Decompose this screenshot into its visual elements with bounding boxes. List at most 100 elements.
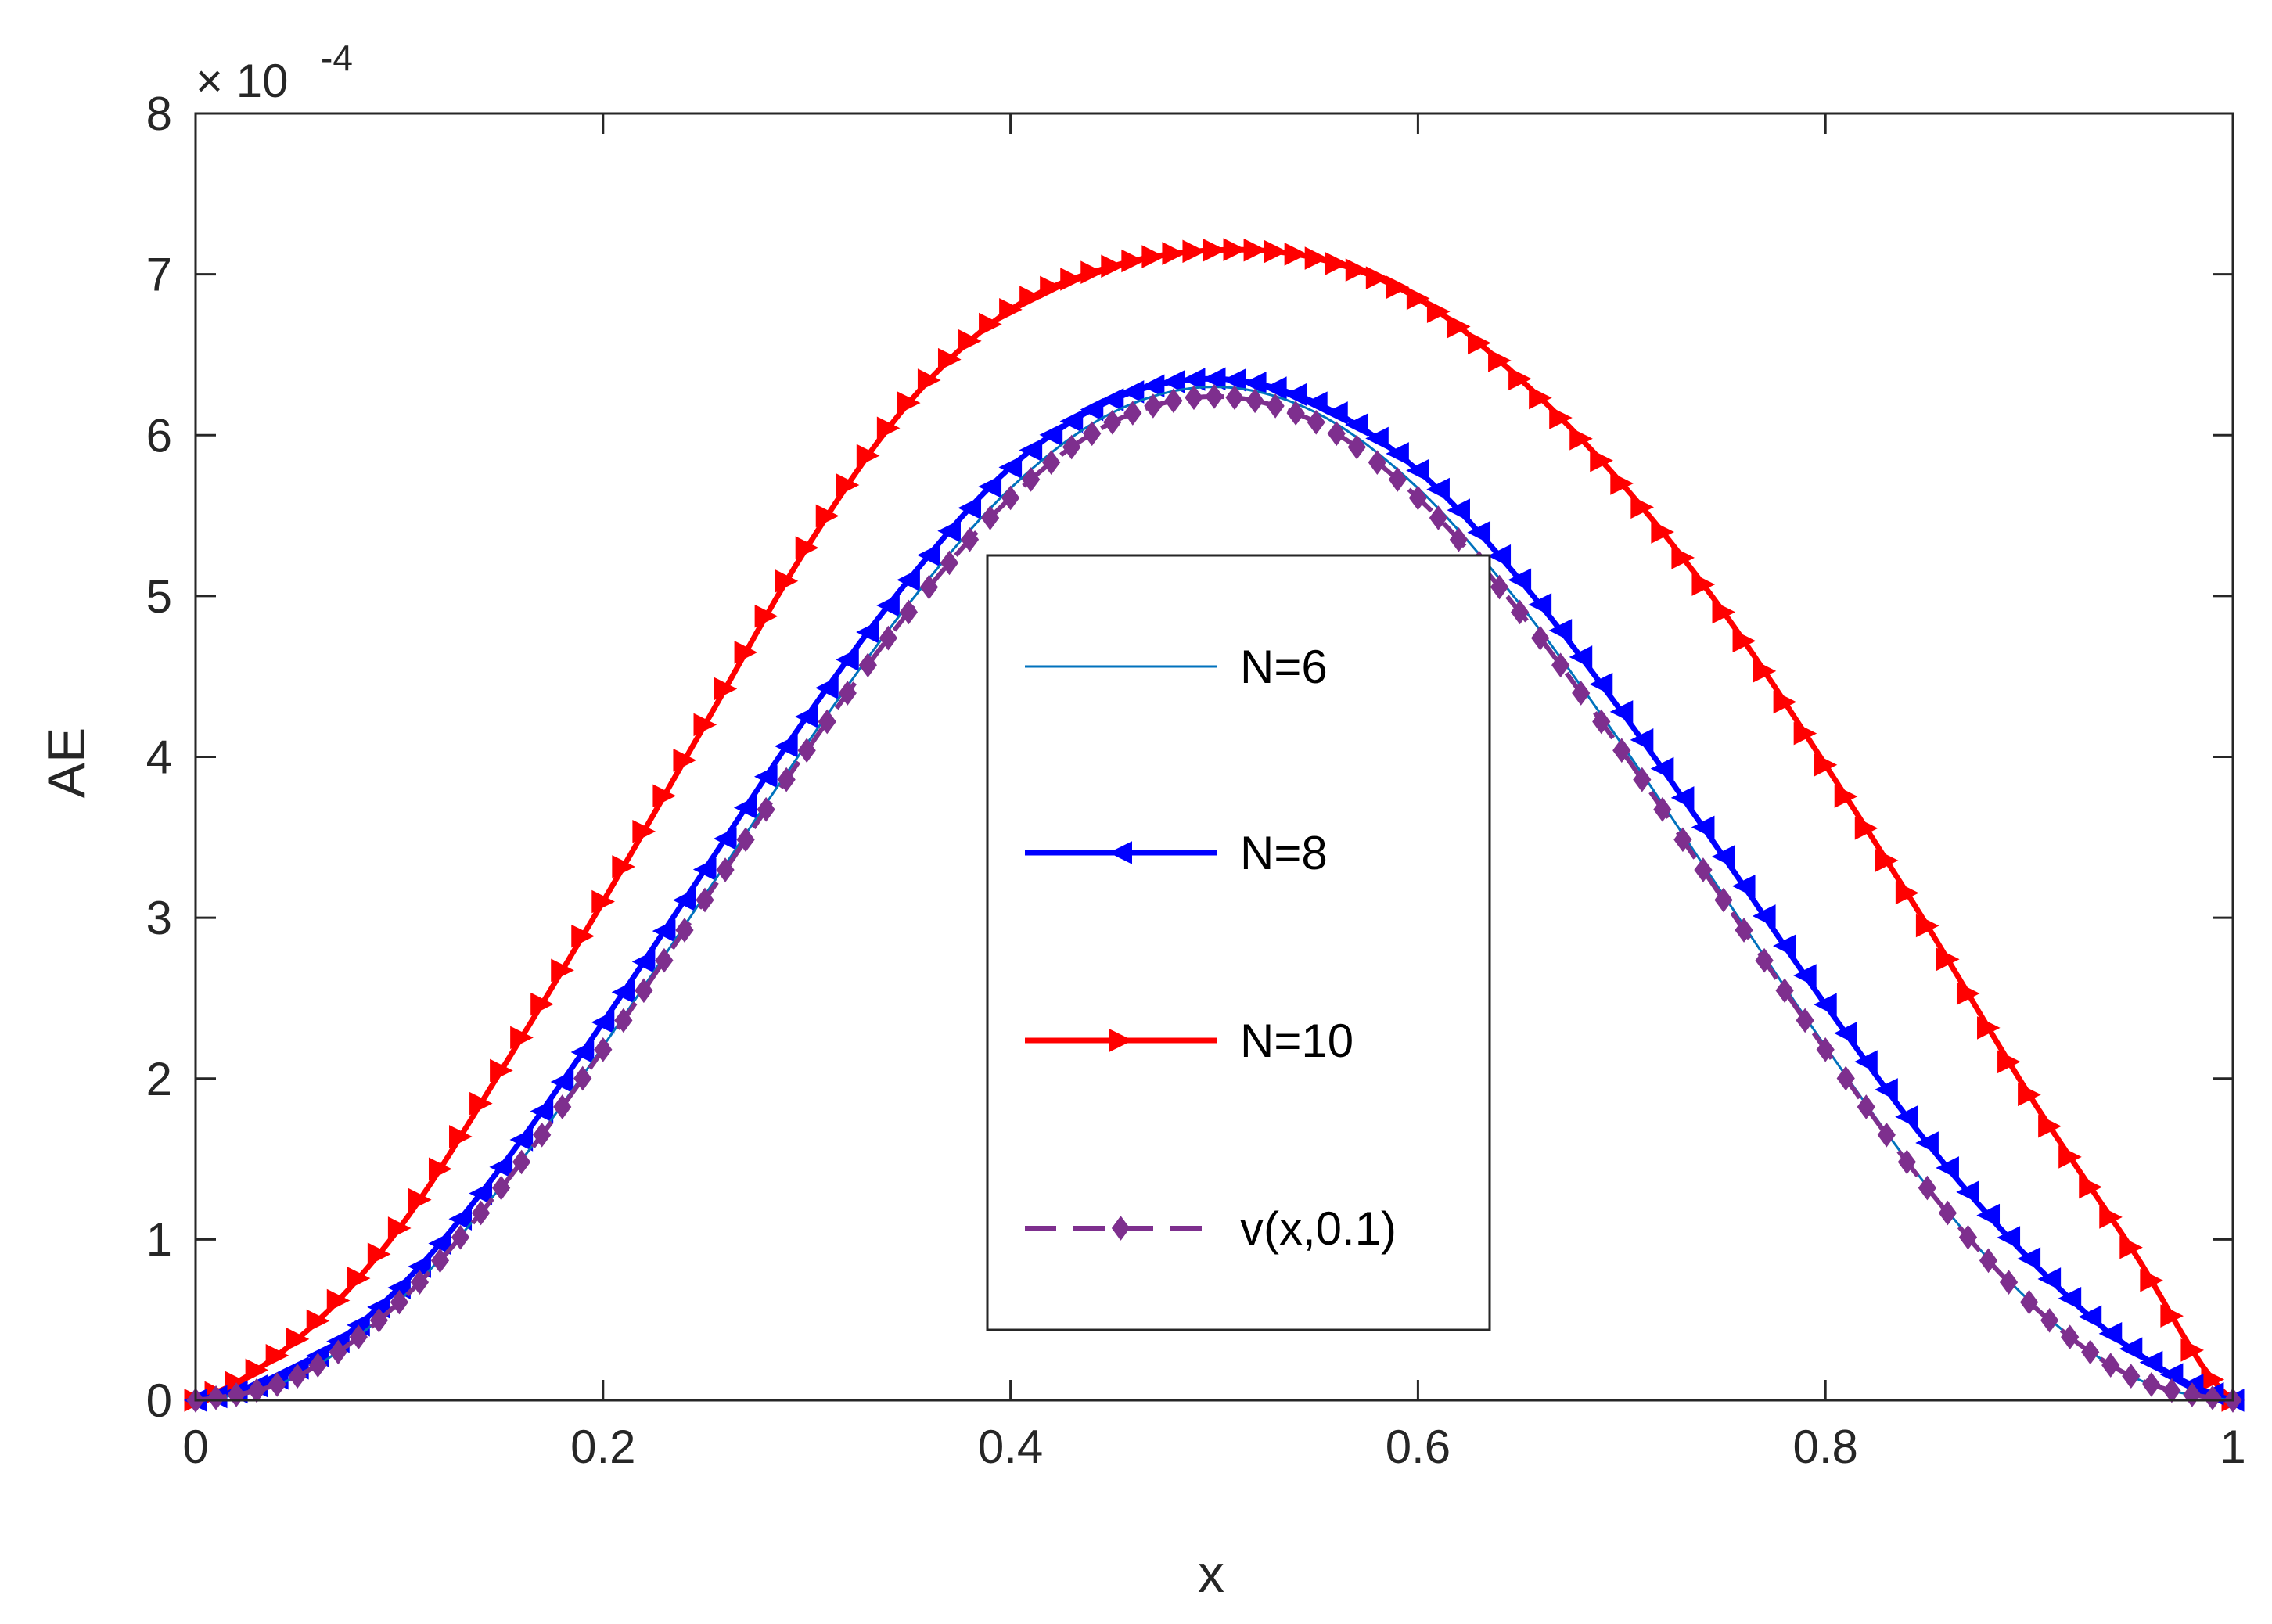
marker-diamond bbox=[1551, 652, 1570, 678]
marker-triangle-left bbox=[937, 519, 961, 543]
marker-diamond bbox=[716, 857, 735, 882]
marker-triangle-left bbox=[1120, 380, 1145, 404]
marker-diamond bbox=[451, 1224, 470, 1250]
series-n-10 bbox=[184, 238, 2245, 1412]
marker-diamond bbox=[594, 1037, 613, 1062]
legend-entry: N=6 bbox=[1025, 641, 1328, 693]
marker-triangle-left bbox=[1528, 593, 1552, 616]
y-tick-label: 5 bbox=[146, 570, 172, 623]
marker-triangle-left bbox=[1569, 645, 1593, 669]
marker-triangle-left bbox=[733, 796, 757, 820]
marker-triangle-left bbox=[1630, 728, 1654, 752]
marker-diamond bbox=[818, 709, 836, 735]
marker-triangle-right bbox=[490, 1058, 513, 1083]
marker-diamond bbox=[410, 1270, 430, 1295]
marker-diamond bbox=[1164, 388, 1183, 414]
marker-triangle-right bbox=[1060, 268, 1084, 291]
marker-triangle-left bbox=[1365, 426, 1389, 451]
marker-triangle-left bbox=[1609, 700, 1634, 724]
marker-triangle-left bbox=[1752, 904, 1776, 928]
marker-diamond bbox=[288, 1364, 307, 1389]
marker-diamond bbox=[675, 918, 694, 943]
marker-triangle-right bbox=[1304, 246, 1328, 270]
marker-triangle-right bbox=[2160, 1304, 2184, 1328]
marker-triangle-right bbox=[1590, 448, 1613, 472]
marker-triangle-left bbox=[1711, 845, 1735, 868]
marker-triangle-right bbox=[1223, 238, 1247, 262]
marker-triangle-left bbox=[1304, 391, 1328, 415]
marker-triangle-right bbox=[591, 889, 615, 914]
marker-triangle-left bbox=[917, 543, 940, 567]
marker-diamond bbox=[573, 1065, 592, 1091]
marker-diamond bbox=[2081, 1339, 2100, 1365]
y-axis-scale-exponent: -4 bbox=[321, 38, 353, 78]
y-tick-label: 8 bbox=[146, 88, 172, 140]
legend-box bbox=[986, 554, 1491, 1331]
marker-triangle-right bbox=[937, 347, 962, 372]
marker-diamond bbox=[919, 574, 939, 600]
marker-triangle-right bbox=[428, 1157, 452, 1181]
marker-triangle-left bbox=[1109, 841, 1132, 864]
marker-triangle-left bbox=[1059, 409, 1084, 433]
marker-triangle-right bbox=[917, 368, 941, 392]
marker-triangle-left bbox=[550, 1070, 574, 1094]
marker-diamond bbox=[268, 1372, 286, 1397]
marker-triangle-right bbox=[1488, 349, 1512, 372]
marker-diamond bbox=[1938, 1200, 1957, 1226]
marker-diamond bbox=[1490, 574, 1509, 600]
marker-triangle-left bbox=[2037, 1267, 2062, 1291]
marker-triangle-right bbox=[306, 1309, 330, 1333]
marker-triangle-left bbox=[1589, 672, 1613, 696]
axes: 0 0.2 0.4 0.6 0.8 1 0 1 2 3 4 5 6 7 8 bbox=[146, 88, 2246, 1473]
x-tick-label: 0.2 bbox=[570, 1421, 635, 1473]
series-n-8 bbox=[183, 367, 2245, 1412]
marker-triangle-right bbox=[2018, 1083, 2041, 1107]
marker-diamond bbox=[1368, 450, 1386, 476]
marker-triangle-right bbox=[714, 677, 738, 701]
marker-triangle-right bbox=[1019, 286, 1043, 309]
series-v-x-0-1- bbox=[186, 384, 2242, 1413]
marker-triangle-left bbox=[1406, 458, 1429, 483]
x-axis-label: x bbox=[1198, 1544, 1224, 1604]
marker-triangle-left bbox=[1080, 397, 1104, 422]
marker-triangle-right bbox=[265, 1344, 289, 1367]
marker-triangle-right bbox=[1610, 472, 1634, 495]
marker-triangle-right bbox=[1936, 947, 1960, 972]
marker-triangle-right bbox=[1109, 1029, 1133, 1052]
marker-triangle-right bbox=[408, 1187, 432, 1212]
marker-triangle-right bbox=[1732, 629, 1756, 653]
marker-triangle-left bbox=[469, 1181, 493, 1205]
marker-triangle-right bbox=[958, 329, 982, 353]
y-tick-label: 1 bbox=[146, 1213, 172, 1266]
legend-entry: N=10 bbox=[1025, 1015, 1353, 1067]
marker-triangle-right bbox=[510, 1026, 534, 1050]
marker-triangle-right bbox=[2079, 1175, 2102, 1199]
marker-diamond bbox=[777, 767, 796, 792]
marker-triangle-left bbox=[1548, 619, 1573, 642]
marker-diamond bbox=[1246, 388, 1264, 414]
marker-diamond bbox=[1592, 709, 1611, 735]
marker-diamond bbox=[2101, 1353, 2120, 1378]
marker-triangle-right bbox=[530, 992, 554, 1016]
marker-triangle-left bbox=[509, 1128, 534, 1152]
marker-diamond bbox=[1999, 1270, 2019, 1295]
marker-diamond bbox=[1111, 1216, 1131, 1241]
marker-triangle-right bbox=[632, 820, 656, 843]
marker-triangle-right bbox=[2119, 1235, 2143, 1259]
marker-diamond bbox=[1388, 467, 1407, 492]
marker-triangle-left bbox=[856, 620, 879, 644]
marker-triangle-left bbox=[1039, 423, 1063, 447]
marker-diamond bbox=[1836, 1065, 1855, 1091]
y-tick-label: 2 bbox=[146, 1053, 172, 1105]
x-tick-label: 0.6 bbox=[1386, 1421, 1451, 1473]
marker-triangle-right bbox=[1956, 982, 1980, 1005]
legend-label: N=6 bbox=[1240, 641, 1328, 693]
marker-triangle-right bbox=[1977, 1016, 2001, 1040]
marker-triangle-left bbox=[836, 648, 859, 672]
marker-triangle-right bbox=[1426, 300, 1451, 324]
marker-triangle-left bbox=[1447, 498, 1470, 522]
marker-triangle-right bbox=[1325, 252, 1349, 275]
marker-triangle-left bbox=[897, 568, 920, 592]
marker-triangle-right bbox=[347, 1267, 371, 1290]
marker-diamond bbox=[512, 1149, 531, 1175]
